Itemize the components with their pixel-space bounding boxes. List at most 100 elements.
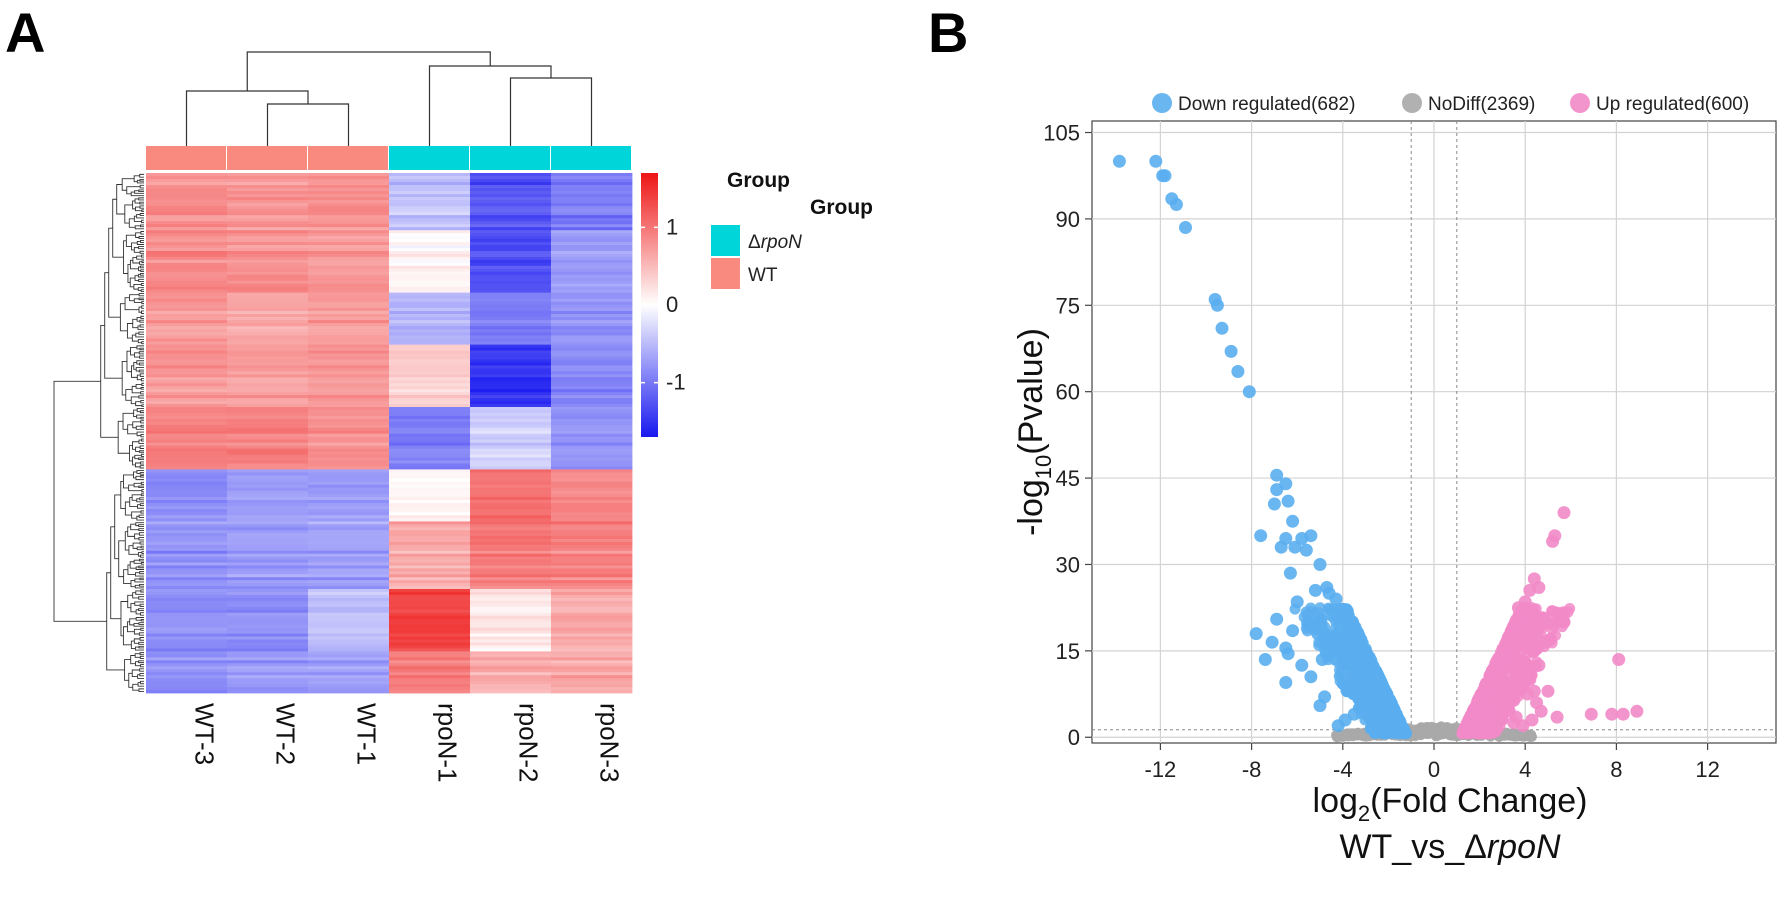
heatmap-cell <box>308 574 390 578</box>
heatmap-cell <box>308 415 390 420</box>
heatmap-cell <box>308 478 390 483</box>
x-tick-label: -4 <box>1333 757 1353 782</box>
heatmap-cell <box>470 401 552 405</box>
heatmap-cell <box>308 618 390 623</box>
heatmap-cell <box>551 332 633 336</box>
cloud-point <box>1377 701 1389 713</box>
heatmap-cell <box>146 427 228 432</box>
heatmap-cell <box>389 672 471 676</box>
heatmap-cell <box>551 547 633 552</box>
heatmap-cell <box>146 571 228 575</box>
heatmap-cell <box>470 597 552 602</box>
heatmap-cell <box>146 678 228 682</box>
dendrogram-link <box>121 178 135 191</box>
heatmap-cell <box>146 286 228 291</box>
dendrogram-link <box>139 347 144 351</box>
dendrogram-link <box>140 589 144 593</box>
heatmap-cell <box>146 524 228 528</box>
heatmap-cell <box>308 603 390 608</box>
heatmap-cell <box>227 368 309 372</box>
heatmap-cell <box>308 265 390 270</box>
heatmap-cell <box>227 421 309 426</box>
heatmap-cell <box>308 412 390 417</box>
dendrogram-link <box>140 269 144 273</box>
heatmap-cell <box>470 407 552 411</box>
heatmap-cell <box>308 418 390 423</box>
heatmap-cell <box>227 323 309 327</box>
dendrogram-link <box>141 305 144 309</box>
heatmap-cell <box>146 256 228 261</box>
y-axis-title: -log10(Pvalue) <box>1012 328 1056 536</box>
heatmap-cell <box>389 536 471 540</box>
heatmap-cell <box>551 663 633 667</box>
heatmap-cell <box>308 591 390 596</box>
dendrogram-link <box>104 272 123 379</box>
heatmap-cell <box>227 173 309 177</box>
heatmap-cell <box>227 651 309 655</box>
heatmap-cell <box>146 368 228 372</box>
dendrogram-link <box>140 433 144 438</box>
heatmap-cell <box>470 457 552 461</box>
heatmap-cell <box>551 586 633 590</box>
heatmap-cell <box>551 506 633 510</box>
heatmap-cell <box>389 248 471 252</box>
heatmap-cell <box>308 524 390 528</box>
heatmap-cell <box>227 571 309 575</box>
heatmap-cell <box>470 206 552 210</box>
heatmap-cell <box>146 289 228 293</box>
data-point <box>1318 632 1332 646</box>
y-axis-title-log: -log <box>1012 479 1050 536</box>
dendrogram-link <box>139 445 144 449</box>
group-legend-label: ΔrpoN <box>748 232 802 253</box>
cloud-point <box>1362 687 1374 699</box>
heatmap-cell <box>146 487 228 492</box>
heatmap-cell <box>146 251 228 255</box>
heatmap-cell <box>308 493 390 498</box>
heatmap-cell <box>146 445 228 449</box>
heatmap-cell <box>308 338 390 342</box>
heatmap-cell <box>146 512 228 516</box>
heatmap-cell <box>146 690 228 694</box>
dendrogram-link <box>139 584 144 587</box>
heatmap-cell <box>470 412 552 417</box>
heatmap-cell <box>308 215 390 219</box>
heatmap-cell <box>470 493 552 498</box>
heatmap-cell <box>227 451 309 455</box>
dendrogram-link <box>138 645 144 649</box>
dendrogram-link <box>139 319 144 323</box>
heatmap-cell <box>551 475 633 479</box>
heatmap-cell <box>146 230 228 234</box>
heatmap-cell <box>470 541 552 546</box>
heatmap-cell <box>551 550 633 555</box>
heatmap-cell <box>389 404 471 408</box>
heatmap-cell <box>389 409 471 414</box>
heatmap-cell <box>146 466 228 470</box>
data-point <box>1281 494 1295 508</box>
heatmap-cell <box>146 521 228 525</box>
dendrogram-link <box>140 545 144 549</box>
heatmap-cell <box>551 421 633 426</box>
heatmap-cell <box>551 681 633 685</box>
dendrogram-link <box>123 474 134 489</box>
cloud-point <box>1332 613 1343 625</box>
heatmap-cell <box>308 344 390 348</box>
heatmap-cell <box>389 221 471 225</box>
heatmap-cell <box>551 568 633 572</box>
heatmap-cell <box>470 574 552 578</box>
heatmap-cell <box>146 574 228 578</box>
heatmap-cell <box>308 457 390 461</box>
data-point <box>1630 704 1644 718</box>
heatmap-cell <box>551 636 633 640</box>
data-point <box>1265 635 1279 649</box>
heatmap-cell <box>389 583 471 587</box>
heatmap-cell <box>227 636 309 640</box>
heatmap-cell <box>227 512 309 516</box>
heatmap-cell <box>308 356 390 360</box>
heatmap-cell <box>470 274 552 279</box>
heatmap-cell <box>227 230 309 234</box>
data-point <box>1274 540 1288 554</box>
heatmap-cell <box>389 636 471 640</box>
heatmap-cell <box>470 212 552 216</box>
heatmap-cell <box>551 515 633 519</box>
